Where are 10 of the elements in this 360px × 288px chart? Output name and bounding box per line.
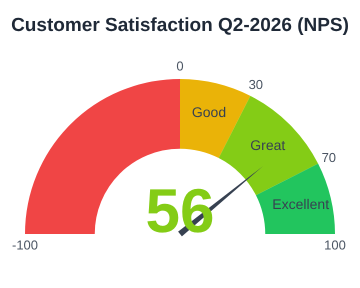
text: 0 — [176, 58, 184, 74]
slice-label: Good — [192, 104, 226, 120]
text: 30 — [248, 76, 264, 92]
text: 56 — [146, 177, 214, 246]
text: 100 — [324, 238, 346, 253]
slice-label: Great — [250, 137, 286, 154]
chart-title: Customer Satisfaction Q2-2026 (NPS) — [11, 15, 349, 36]
text: -100 — [12, 238, 38, 253]
slice-label: Excellent — [272, 196, 330, 212]
text: 70 — [322, 150, 336, 165]
